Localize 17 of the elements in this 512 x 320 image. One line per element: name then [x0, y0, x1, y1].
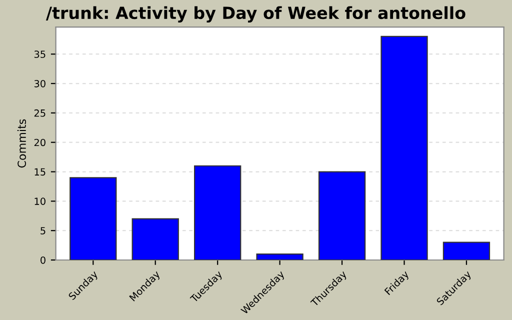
bar: [380, 36, 428, 260]
y-tick-label: 35: [34, 50, 46, 58]
bar: [256, 254, 304, 260]
y-axis-title: Commits: [17, 119, 26, 168]
y-tick-label: 20: [34, 138, 46, 146]
bar: [194, 165, 242, 260]
y-tick-label: 25: [34, 109, 46, 117]
bar: [442, 242, 490, 260]
chart-title: /trunk: Activity by Day of Week for antonello: [46, 6, 466, 23]
y-tick-label: 30: [34, 80, 46, 88]
bar: [318, 171, 366, 260]
y-tick-label: 5: [40, 227, 46, 234]
y-tick-label: 15: [34, 168, 46, 176]
bar: [70, 177, 117, 260]
y-tick-label: 0: [40, 256, 46, 264]
bar: [132, 218, 179, 260]
y-tick-label: 10: [34, 198, 46, 206]
